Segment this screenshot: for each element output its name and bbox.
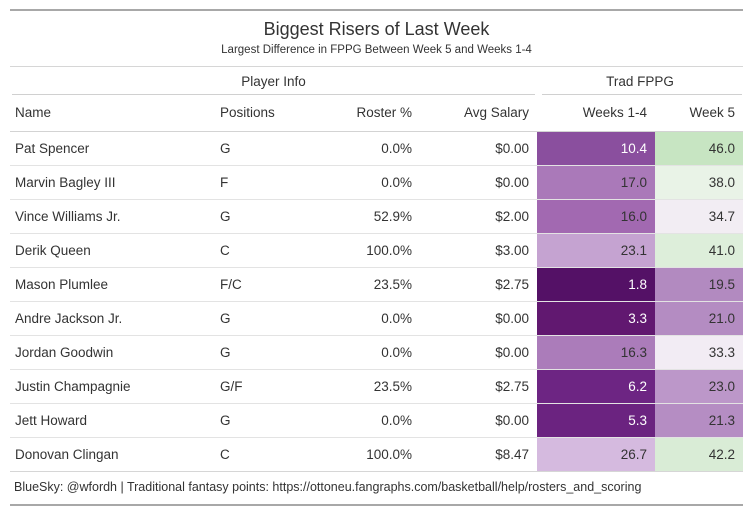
column-header-roster-pct: Roster %: [320, 95, 420, 133]
avg-salary-cell: $0.00: [420, 131, 538, 167]
avg-salary-cell: $0.00: [420, 335, 538, 371]
positions-cell: G/F: [215, 369, 320, 405]
positions-cell: F: [215, 165, 320, 201]
weeks-1-4-heatmap-cell: 6.2: [537, 369, 656, 405]
avg-salary-cell: $0.00: [420, 165, 538, 201]
avg-salary-cell: $2.75: [420, 267, 538, 303]
weeks-1-4-heatmap-cell: 10.4: [537, 131, 656, 167]
week-5-heatmap-cell: 19.5: [655, 267, 744, 303]
weeks-1-4-heatmap-cell: 1.8: [537, 267, 656, 303]
roster-pct-cell: 0.0%: [320, 403, 420, 439]
week-5-heatmap-cell: 33.3: [655, 335, 744, 371]
week-5-heatmap-cell: 34.7: [655, 199, 744, 235]
avg-salary-cell: $8.47: [420, 437, 538, 473]
roster-pct-cell: 0.0%: [320, 335, 420, 371]
table-row: Jett Howard G 0.0% $0.00 5.3 21.3: [10, 403, 744, 439]
player-name-cell: Jett Howard: [10, 403, 215, 439]
player-name-cell: Vince Williams Jr.: [10, 199, 215, 235]
table-row: Vince Williams Jr. G 52.9% $2.00 16.0 34…: [10, 199, 744, 235]
spanner-player-info: Player Info: [10, 67, 537, 96]
positions-cell: C: [215, 437, 320, 473]
weeks-1-4-heatmap-cell: 16.0: [537, 199, 656, 235]
spanner-trad-fppg: Trad FPPG: [537, 67, 743, 96]
column-header-weeks-1-4: Weeks 1-4: [537, 95, 656, 133]
player-name-cell: Mason Plumlee: [10, 267, 215, 303]
player-name-cell: Justin Champagnie: [10, 369, 215, 405]
week-5-heatmap-cell: 46.0: [655, 131, 744, 167]
roster-pct-cell: 23.5%: [320, 369, 420, 405]
week-5-heatmap-cell: 21.3: [655, 403, 744, 439]
positions-cell: F/C: [215, 267, 320, 303]
table-row: Jordan Goodwin G 0.0% $0.00 16.3 33.3: [10, 335, 744, 371]
table-row: Andre Jackson Jr. G 0.0% $0.00 3.3 21.0: [10, 301, 744, 337]
table-row: Donovan Clingan C 100.0% $8.47 26.7 42.2: [10, 437, 744, 473]
weeks-1-4-heatmap-cell: 5.3: [537, 403, 656, 439]
avg-salary-cell: $0.00: [420, 301, 538, 337]
roster-pct-cell: 0.0%: [320, 165, 420, 201]
table-row: Pat Spencer G 0.0% $0.00 10.4 46.0: [10, 131, 744, 167]
weeks-1-4-heatmap-cell: 26.7: [537, 437, 656, 473]
player-name-cell: Marvin Bagley III: [10, 165, 215, 201]
roster-pct-cell: 100.0%: [320, 233, 420, 269]
table-row: Marvin Bagley III F 0.0% $0.00 17.0 38.0: [10, 165, 744, 201]
column-header-week-5: Week 5: [655, 95, 744, 133]
roster-pct-cell: 52.9%: [320, 199, 420, 235]
table-title: Biggest Risers of Last Week: [263, 19, 490, 39]
risers-table: Biggest Risers of Last Week Largest Diff…: [10, 9, 744, 507]
avg-salary-cell: $2.00: [420, 199, 538, 235]
week-5-heatmap-cell: 21.0: [655, 301, 744, 337]
player-name-cell: Donovan Clingan: [10, 437, 215, 473]
positions-cell: G: [215, 131, 320, 167]
avg-salary-cell: $2.75: [420, 369, 538, 405]
weeks-1-4-heatmap-cell: 3.3: [537, 301, 656, 337]
column-header-row: Name Positions Roster % Avg Salary Weeks…: [10, 95, 744, 133]
week-5-heatmap-cell: 42.2: [655, 437, 744, 473]
player-name-cell: Derik Queen: [10, 233, 215, 269]
footer-row: BlueSky: @wfordh | Traditional fantasy p…: [10, 472, 743, 505]
column-header-avg-salary: Avg Salary: [420, 95, 538, 133]
week-5-heatmap-cell: 23.0: [655, 369, 744, 405]
table-body: Pat Spencer G 0.0% $0.00 10.4 46.0 Marvi…: [10, 131, 744, 473]
roster-pct-cell: 0.0%: [320, 131, 420, 167]
source-note: BlueSky: @wfordh | Traditional fantasy p…: [14, 480, 642, 495]
weeks-1-4-heatmap-cell: 17.0: [537, 165, 656, 201]
player-name-cell: Andre Jackson Jr.: [10, 301, 215, 337]
table-header: Biggest Risers of Last Week Largest Diff…: [10, 11, 743, 68]
spanner-row: Player Info Trad FPPG: [10, 67, 743, 96]
week-5-heatmap-cell: 38.0: [655, 165, 744, 201]
roster-pct-cell: 23.5%: [320, 267, 420, 303]
avg-salary-cell: $0.00: [420, 403, 538, 439]
roster-pct-cell: 100.0%: [320, 437, 420, 473]
positions-cell: G: [215, 301, 320, 337]
weeks-1-4-heatmap-cell: 16.3: [537, 335, 656, 371]
avg-salary-cell: $3.00: [420, 233, 538, 269]
table-row: Derik Queen C 100.0% $3.00 23.1 41.0: [10, 233, 744, 269]
weeks-1-4-heatmap-cell: 23.1: [537, 233, 656, 269]
table-row: Mason Plumlee F/C 23.5% $2.75 1.8 19.5: [10, 267, 744, 303]
roster-pct-cell: 0.0%: [320, 301, 420, 337]
column-header-name: Name: [10, 95, 215, 133]
player-name-cell: Jordan Goodwin: [10, 335, 215, 371]
positions-cell: G: [215, 335, 320, 371]
positions-cell: G: [215, 403, 320, 439]
player-name-cell: Pat Spencer: [10, 131, 215, 167]
table-row: Justin Champagnie G/F 23.5% $2.75 6.2 23…: [10, 369, 744, 405]
table-subtitle: Largest Difference in FPPG Between Week …: [221, 44, 532, 57]
data-table: Player Info Trad FPPG Name Positions Ros…: [10, 67, 744, 505]
column-header-positions: Positions: [215, 95, 320, 133]
positions-cell: G: [215, 199, 320, 235]
positions-cell: C: [215, 233, 320, 269]
week-5-heatmap-cell: 41.0: [655, 233, 744, 269]
